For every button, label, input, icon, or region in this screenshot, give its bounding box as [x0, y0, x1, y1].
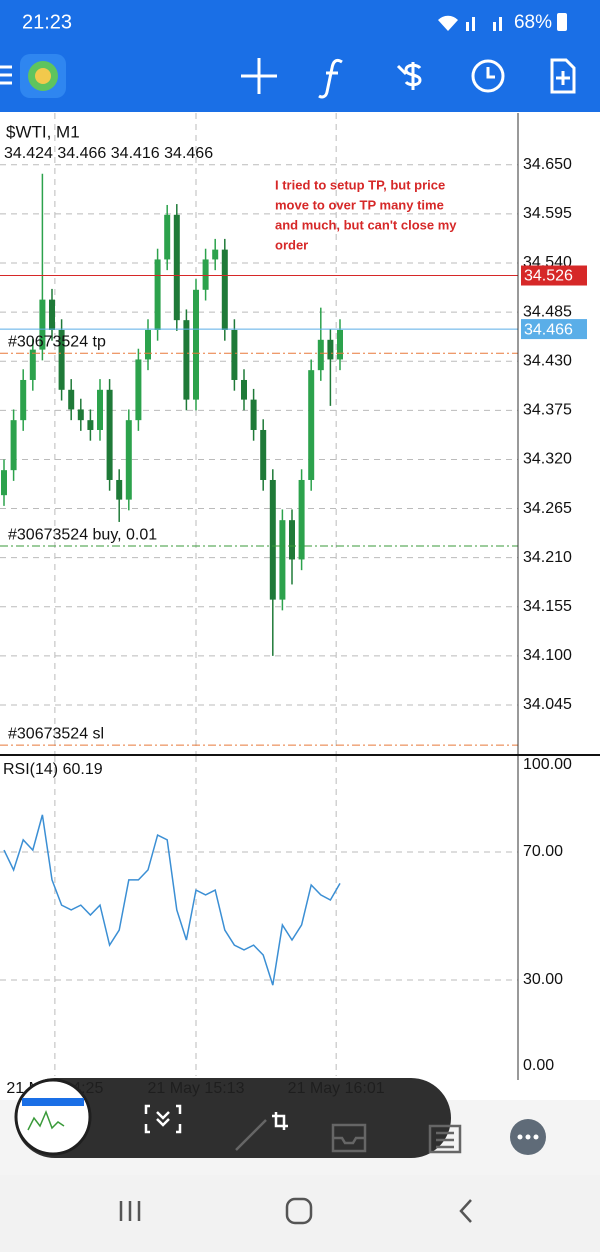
annotation-text: I tried to setup TP, but price: [275, 177, 445, 192]
candle-body: [164, 214, 171, 260]
y-tick-label: 34.320: [523, 451, 572, 468]
price-box: [521, 265, 587, 286]
recents-button[interactable]: [119, 1201, 141, 1221]
y-tick-label: 34.430: [523, 352, 572, 369]
order-label: #30673524 tp: [8, 333, 106, 350]
candle-body: [58, 329, 65, 390]
order-label: #30673524 buy, 0.01: [8, 526, 157, 543]
app-logo[interactable]: [20, 54, 66, 98]
candle-body: [135, 359, 142, 421]
rsi-label: RSI(14) 60.19: [3, 761, 103, 778]
candle-body: [298, 479, 305, 560]
battery-level: 68%: [514, 12, 552, 33]
annotation-text: and much, but can't close my: [275, 217, 457, 232]
candle-body: [193, 289, 199, 400]
y-tick-label: 100.00: [523, 756, 572, 773]
y-tick-label: 0.00: [523, 1057, 554, 1074]
nav-bar: [0, 1175, 600, 1252]
candle-body: [289, 520, 295, 560]
candle-body: [49, 299, 55, 330]
y-tick-label: 34.375: [523, 402, 572, 419]
candle-body: [68, 389, 75, 410]
candle-body: [154, 259, 161, 330]
annotation-text: move to over TP many time: [275, 197, 444, 212]
screenshot-thumbnail[interactable]: [14, 1078, 92, 1156]
candle-body: [337, 329, 343, 360]
y-tick-label: 34.485: [523, 303, 572, 320]
menu-button[interactable]: [0, 65, 12, 85]
candle-body: [125, 420, 132, 500]
y-tick-label: 34.210: [523, 549, 572, 566]
candle-body: [39, 299, 46, 350]
app-header: [0, 0, 600, 112]
indicators-button[interactable]: [318, 58, 343, 99]
candle-body: [97, 389, 103, 430]
price-box: [521, 319, 587, 340]
crosshair-button[interactable]: [241, 58, 277, 94]
price-box-label: 34.526: [524, 268, 573, 285]
order-label: #30673524 sl: [8, 725, 104, 742]
price-box-label: 34.466: [524, 321, 573, 338]
candle-body: [269, 479, 276, 600]
candle-body: [202, 259, 209, 290]
candle-body: [10, 420, 17, 471]
candle-body: [250, 399, 257, 430]
candle-body: [212, 249, 219, 260]
candle-body: [1, 470, 7, 496]
new-order-button[interactable]: [550, 58, 576, 94]
back-button[interactable]: [459, 1199, 472, 1223]
candle-body: [87, 420, 94, 430]
candle-body: [20, 379, 27, 421]
rsi-line: [3, 814, 341, 986]
candle-body: [279, 520, 286, 600]
chat-button[interactable]: [510, 1119, 546, 1155]
signal-icons: [438, 15, 502, 31]
candle-body: [317, 339, 324, 371]
candle-body: [260, 429, 267, 480]
symbol-title: $WTI, M1: [6, 122, 80, 141]
ohlc-readout: 34.424 34.466 34.416 34.466: [4, 145, 213, 162]
crop-button[interactable]: [272, 1112, 288, 1130]
candle-body: [106, 389, 113, 480]
period-button[interactable]: [471, 59, 505, 93]
y-tick-label: 34.155: [523, 598, 572, 615]
candle-body: [221, 249, 228, 330]
candle-body: [308, 370, 315, 480]
trade-button[interactable]: [396, 62, 422, 90]
candle-body: [327, 339, 334, 360]
chart-background: [0, 113, 600, 1103]
candle-body: [241, 379, 247, 400]
battery-icon: [557, 13, 567, 31]
y-tick-label: 30.00: [523, 971, 563, 988]
y-tick-label: 70.00: [523, 843, 563, 860]
candle-body: [231, 329, 238, 380]
candle-body: [77, 409, 84, 421]
scroll-capture-button[interactable]: [144, 1104, 182, 1134]
y-tick-label: 34.265: [523, 500, 572, 517]
y-tick-label: 34.045: [523, 696, 572, 713]
candle-body: [183, 320, 190, 400]
candle-body: [145, 329, 151, 360]
tab-icons: [235, 1119, 462, 1154]
status-time: 21:23: [22, 11, 72, 33]
candle-body: [29, 349, 36, 380]
y-tick-label: 34.650: [523, 156, 572, 173]
y-tick-label: 34.595: [523, 205, 572, 222]
y-tick-label: 34.100: [523, 647, 572, 664]
candle-body: [173, 214, 180, 321]
candle-body: [116, 479, 123, 500]
home-button[interactable]: [285, 1197, 313, 1225]
annotation-text: order: [275, 237, 308, 252]
